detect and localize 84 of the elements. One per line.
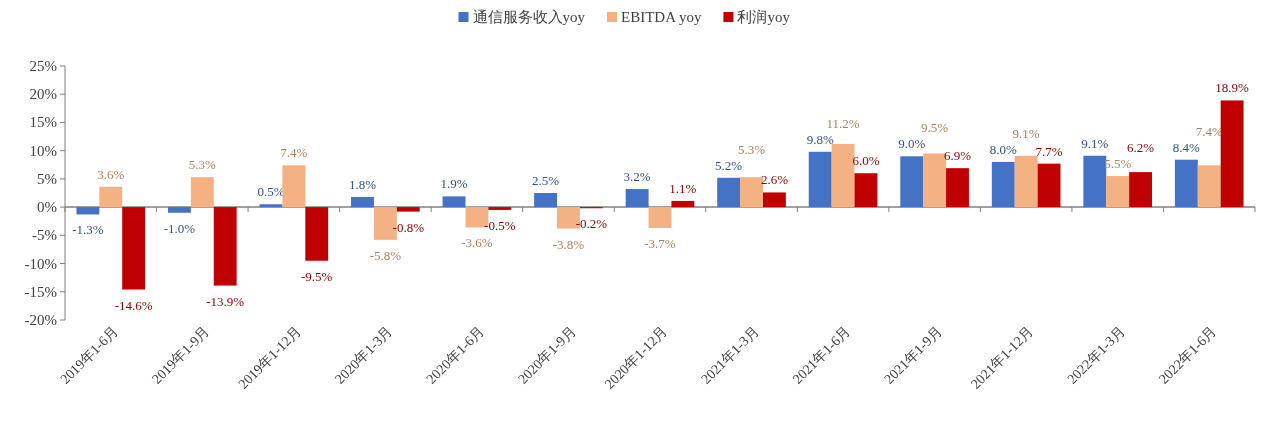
bar <box>1197 165 1221 208</box>
data-label: 3.2% <box>623 169 651 185</box>
bar <box>213 207 237 286</box>
bar <box>854 173 878 208</box>
data-label: 18.9% <box>1215 80 1250 96</box>
bar <box>1014 155 1038 208</box>
data-label: 5.3% <box>188 157 217 173</box>
data-label: 6.0% <box>852 153 880 169</box>
data-label: 2.6% <box>760 172 789 188</box>
y-tick-label: -5% <box>32 227 57 244</box>
data-label: 7.4% <box>280 145 308 161</box>
bar <box>648 207 672 228</box>
bar <box>1174 159 1198 208</box>
bar <box>488 207 512 210</box>
data-label: -14.6% <box>114 297 153 313</box>
bar <box>442 196 466 208</box>
data-label: -1.3% <box>72 222 104 238</box>
data-label: 7.7% <box>1035 143 1063 159</box>
data-label: -3.6% <box>461 235 493 251</box>
bar <box>305 207 329 261</box>
data-label: -0.5% <box>484 217 516 233</box>
bar <box>1037 163 1061 208</box>
legend-label: 利润yoy <box>737 9 791 25</box>
bar <box>1083 155 1107 208</box>
data-label: -3.7% <box>644 236 676 251</box>
bar <box>396 207 420 212</box>
bar <box>99 186 123 208</box>
data-label: -5.8% <box>369 247 402 263</box>
legend-label: EBITDA yoy <box>621 9 702 25</box>
data-label: -1.0% <box>163 220 196 236</box>
data-label: 2.5% <box>532 173 560 188</box>
bar <box>190 177 214 208</box>
bar <box>671 200 695 208</box>
y-tick-label: 0% <box>37 199 57 216</box>
y-tick-label: -20% <box>24 312 57 328</box>
legend-label: 通信服务收入yoy <box>472 9 586 25</box>
bar <box>122 207 146 290</box>
data-label: 5.2% <box>715 157 743 173</box>
bar <box>762 192 786 208</box>
bar <box>259 204 283 208</box>
data-label: 6.9% <box>943 148 972 164</box>
bar <box>76 207 100 215</box>
data-label: 1.8% <box>348 176 377 192</box>
bar <box>282 165 306 208</box>
data-label: 1.9% <box>440 176 468 192</box>
data-label: 9.1% <box>1012 125 1040 141</box>
y-tick-label: -10% <box>24 255 57 272</box>
bar <box>808 151 832 208</box>
data-label: 9.0% <box>898 136 926 152</box>
bar <box>625 189 649 208</box>
bar <box>534 193 558 208</box>
y-tick-label: 20% <box>29 86 57 103</box>
y-tick-label: 15% <box>29 114 57 131</box>
data-label: 3.6% <box>97 166 125 182</box>
data-label: 9.5% <box>921 120 949 136</box>
bar <box>1220 100 1244 208</box>
bar <box>167 207 191 213</box>
data-label: 5.3% <box>737 141 766 157</box>
data-label: -13.9% <box>206 293 245 309</box>
x-tick-label: 2021年1-3月 <box>698 323 762 387</box>
data-label: 9.8% <box>806 131 834 147</box>
data-label: 11.2% <box>826 115 860 131</box>
bar <box>740 177 763 208</box>
data-label: -9.5% <box>301 268 333 284</box>
bar <box>900 156 924 208</box>
bar <box>831 143 855 208</box>
data-label: 8.4% <box>1172 139 1201 155</box>
data-label: 9.1% <box>1081 135 1109 151</box>
y-tick-label: 25% <box>29 58 57 74</box>
y-tick-label: 10% <box>29 142 57 159</box>
y-tick-label: 5% <box>37 170 57 187</box>
data-label: -0.2% <box>575 216 608 232</box>
y-tick-label: -15% <box>24 283 57 300</box>
bar <box>351 196 374 208</box>
bar <box>717 177 741 208</box>
bar <box>1106 176 1130 208</box>
data-label: 8.0% <box>989 141 1017 157</box>
data-label: -3.8% <box>552 236 585 252</box>
bar <box>991 161 1015 208</box>
data-label: 1.1% <box>669 180 697 196</box>
bar <box>946 168 969 208</box>
bar <box>1129 172 1153 208</box>
data-label: -0.8% <box>392 219 425 235</box>
data-label: 6.2% <box>1127 140 1155 156</box>
